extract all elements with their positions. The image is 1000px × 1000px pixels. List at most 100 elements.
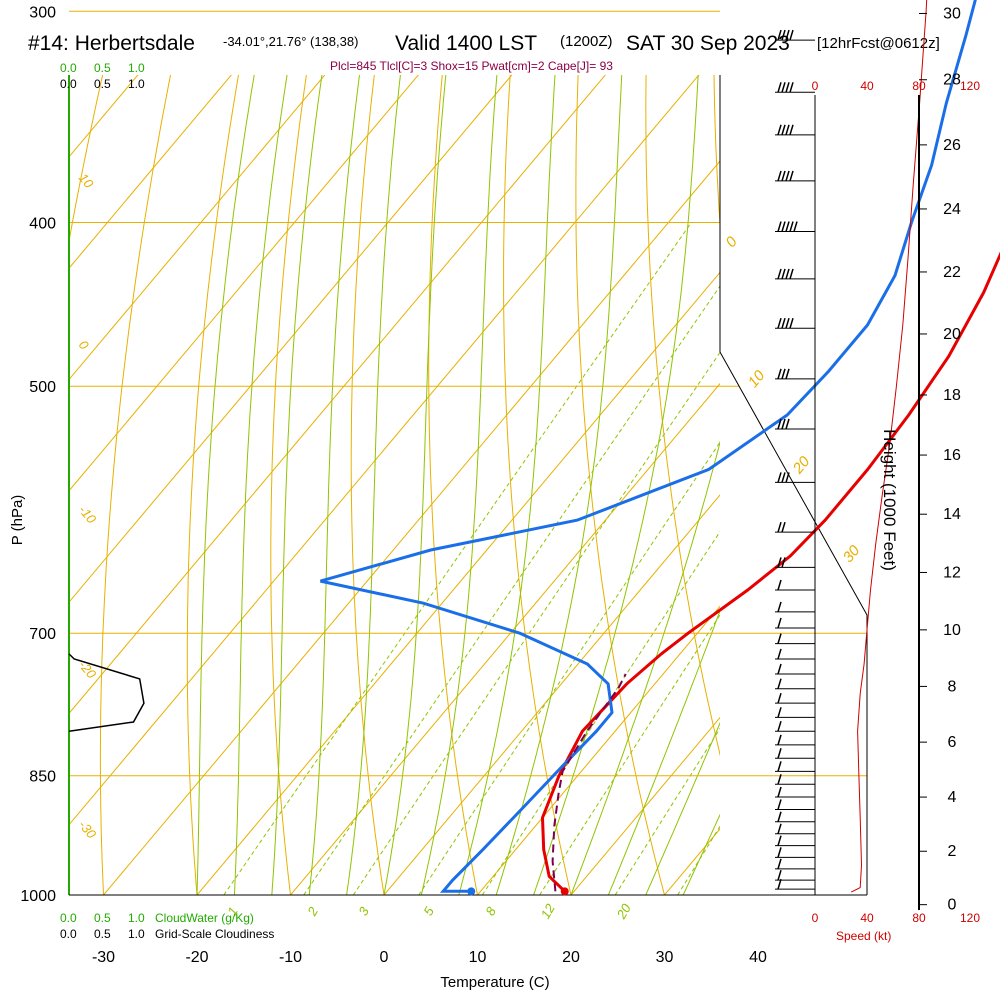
wind-barb-feather xyxy=(777,734,782,746)
dry-adiabat-line xyxy=(0,0,88,895)
wind-barb-feather xyxy=(777,799,782,810)
isotherm-line xyxy=(0,0,117,895)
pressure-tick-label: 1000 xyxy=(20,888,56,905)
height-tick-label: 10 xyxy=(943,622,961,639)
wind-barb-feather xyxy=(777,268,782,280)
dry-adiabat-line xyxy=(969,0,1000,895)
height-tick-label: 24 xyxy=(943,201,961,218)
cloudiness-tick-b1: 0.5 xyxy=(94,927,111,941)
surface-dewpoint-dot xyxy=(467,887,476,896)
dry-adiabat-line xyxy=(186,75,239,895)
wind-barb xyxy=(775,29,815,41)
mixing-ratio-line xyxy=(352,351,720,895)
cloudwater-tick-0: 0.0 xyxy=(60,61,77,75)
wind-barb-feather xyxy=(785,29,790,41)
moist-adiabat-line xyxy=(607,609,720,895)
wind-barb-feather xyxy=(781,124,786,136)
wind-barb-feather xyxy=(777,720,782,732)
wind-barb xyxy=(775,707,815,718)
cloudwater-tick-b2: 1.0 xyxy=(128,911,145,925)
moist-adiabat-line xyxy=(495,75,623,895)
wind-barb xyxy=(775,720,815,732)
wind-barb-feather xyxy=(777,847,782,858)
height-tick-label: 0 xyxy=(948,897,957,914)
temperature-tick-label: -30 xyxy=(92,949,115,966)
wind-barb-feather xyxy=(777,368,782,380)
dry-adiabat-line xyxy=(350,75,385,895)
isotherm-label: 20 xyxy=(789,453,814,478)
height-tick-label: 12 xyxy=(943,564,961,581)
y-axis-label: P (hPa) xyxy=(9,495,26,546)
wind-barb-feather xyxy=(777,617,782,629)
wind-barb-feather xyxy=(789,29,794,41)
moist-adiabat-line xyxy=(458,75,556,895)
cloudiness-tick-b2: 1.0 xyxy=(128,927,145,941)
wind-barb-feather xyxy=(777,878,782,890)
cloudwater-ticks-top: 0.0 0.5 1.0 0.0 0.5 1.0 xyxy=(60,61,145,91)
height-axis-label: Height (1000 Feet) xyxy=(880,429,899,571)
dry-adiabat-line xyxy=(713,75,720,231)
mixing-ratio-label: 20 xyxy=(613,901,634,923)
dry-adiabat-label: 0 xyxy=(76,337,93,353)
isotherm-line xyxy=(196,271,720,895)
height-tick-label: 30 xyxy=(943,5,961,22)
wind-barb xyxy=(775,823,815,835)
wind-barb-feather xyxy=(777,317,782,329)
wind-barb xyxy=(775,878,815,890)
speed-tick-b120: 120 xyxy=(960,911,980,925)
wind-barb-feather xyxy=(777,823,782,835)
cloudwater-tick-1: 0.5 xyxy=(94,61,111,75)
wind-barb-feather xyxy=(777,786,782,798)
wind-barb-feather xyxy=(789,124,794,136)
isotherm-line xyxy=(852,0,1000,895)
moist-adiabat-line xyxy=(271,75,323,895)
wind-barb-feather xyxy=(777,707,782,718)
sounding-params: Plcl=845 Tlcl[C]=3 Shox=15 Pwat[cm]=2 Ca… xyxy=(330,59,613,73)
mixing-ratio-label: 8 xyxy=(482,904,499,918)
isotherm-label: 0 xyxy=(722,233,741,251)
wind-barb-feather xyxy=(785,268,790,280)
forecast-info: [12hrFcst@0612z] xyxy=(817,35,940,52)
wind-barb-feather xyxy=(777,774,782,785)
isotherm-line xyxy=(69,75,139,158)
wind-barb-feather xyxy=(777,601,782,613)
wind-barb-feather xyxy=(781,317,786,329)
wind-barb-feather xyxy=(777,858,782,870)
height-tick-label: 20 xyxy=(943,326,961,343)
wind-barb-feather xyxy=(781,170,786,182)
moist-adiabat-line xyxy=(346,75,401,895)
dry-adiabat-label: -30 xyxy=(76,817,100,842)
wind-barb xyxy=(775,170,815,182)
pressure-tick-label: 500 xyxy=(29,379,56,396)
cloudiness-tick-b0: 0.0 xyxy=(60,927,77,941)
dry-adiabat-line xyxy=(99,75,172,895)
wind-barb-feather xyxy=(793,221,798,232)
surface-temperature-dot xyxy=(560,887,569,896)
wind-barb xyxy=(775,734,815,746)
wind-barb-feather xyxy=(785,170,790,182)
pressure-tick-label: 300 xyxy=(29,4,56,21)
wind-barb xyxy=(775,678,815,690)
wind-barb-feather xyxy=(785,418,790,430)
wind-barb-feather xyxy=(777,521,782,533)
cloudwater-label: CloudWater (g/Kg) xyxy=(155,911,254,925)
wind-barb xyxy=(775,835,815,847)
speed-ticks-top: 0 40 80 120 xyxy=(812,79,981,93)
moist-adiabat-lines xyxy=(196,75,720,895)
isotherm-lines xyxy=(0,0,1000,895)
speed-tick-b40: 40 xyxy=(860,911,874,925)
height-tick-label: 18 xyxy=(943,387,961,404)
dry-adiabat-line xyxy=(69,75,104,244)
pressure-tick-label: 700 xyxy=(29,626,56,643)
moist-adiabat-line xyxy=(420,75,498,895)
speed-tick-0: 0 xyxy=(812,79,819,93)
wind-barb xyxy=(775,418,815,430)
wind-barb-feather xyxy=(777,835,782,846)
wind-barb xyxy=(775,761,815,772)
temperature-tick-label: 20 xyxy=(562,949,580,966)
temperature-tick-label: -20 xyxy=(185,949,208,966)
cloudwater-tick-b1: 0.5 xyxy=(94,911,111,925)
sounding-series xyxy=(68,0,1000,896)
wind-barb-feather xyxy=(777,633,782,644)
mixing-ratio-line xyxy=(418,441,720,895)
